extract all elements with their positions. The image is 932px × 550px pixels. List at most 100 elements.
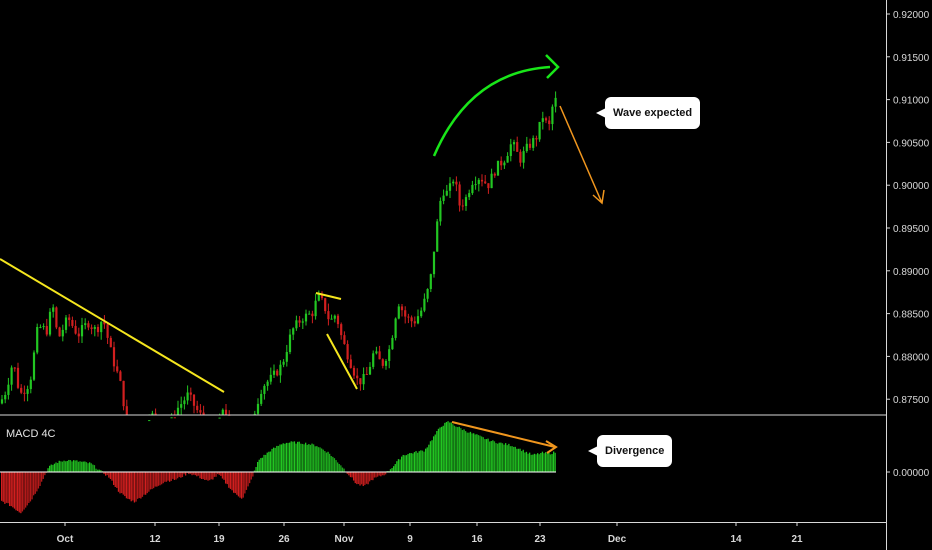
candle-body	[103, 321, 106, 325]
candle-body	[154, 413, 157, 415]
macd-bar	[25, 472, 27, 508]
macd-bar	[34, 472, 36, 494]
macd-bar	[549, 454, 552, 472]
macd-bar	[98, 469, 100, 472]
macd-bar	[535, 454, 537, 472]
candle-body	[458, 184, 461, 206]
date-tick-label: 9	[407, 534, 413, 545]
macd-bar	[61, 461, 64, 472]
macd-bar	[122, 472, 124, 495]
candle-body	[87, 323, 90, 328]
candle-body	[394, 318, 397, 338]
macd-bar	[353, 472, 355, 481]
candle-body	[71, 319, 74, 326]
candle-body	[333, 315, 336, 319]
macd-bar	[282, 443, 284, 472]
descending-trendline[interactable]	[0, 258, 225, 393]
candle-body	[541, 118, 544, 122]
flag-lower-line[interactable]	[326, 333, 358, 390]
macd-bar	[329, 453, 331, 472]
macd-bar	[381, 472, 384, 476]
macd-bar	[146, 472, 148, 494]
candle-body	[464, 197, 468, 206]
macd-bar	[183, 472, 185, 475]
macd-bar	[213, 472, 216, 477]
macd-bar	[393, 466, 395, 472]
indicator-title[interactable]: MACD 4C	[6, 428, 56, 440]
macd-bar	[407, 453, 409, 472]
macd-bar	[260, 458, 262, 472]
macd-bar	[170, 472, 172, 481]
bearish-arrow-line[interactable]	[559, 105, 603, 204]
macd-bar	[26, 472, 28, 506]
macd-bar	[426, 447, 428, 472]
macd-bar	[23, 472, 25, 510]
macd-bar	[66, 460, 68, 472]
candle-body	[263, 385, 266, 394]
macd-bar	[31, 472, 33, 500]
macd-bar	[439, 427, 441, 472]
macd-bar	[52, 464, 54, 472]
candle-body	[397, 306, 400, 319]
macd-bar	[413, 452, 416, 472]
candle-body	[74, 325, 77, 334]
candle-body	[173, 417, 176, 419]
candle-body	[544, 118, 548, 121]
candle-body	[368, 366, 372, 375]
macd-bar	[450, 422, 452, 472]
macd-bar	[97, 469, 99, 472]
candle-body	[45, 326, 48, 335]
candle-body	[148, 420, 151, 422]
macd-bar	[522, 449, 524, 472]
macd-bar	[466, 432, 468, 472]
macd-bar	[399, 459, 401, 472]
macd-bar	[172, 472, 174, 479]
candle-body	[391, 337, 394, 350]
macd-bar	[545, 452, 547, 472]
macd-bar	[293, 441, 296, 472]
candle-body	[84, 323, 87, 326]
candle-body	[378, 351, 381, 360]
candle-body	[272, 370, 276, 375]
price-tick-label: 0.88500	[893, 310, 930, 321]
macd-bar	[130, 472, 132, 502]
candle-body	[39, 326, 42, 328]
macd-bar	[340, 465, 342, 472]
macd-bar	[114, 472, 116, 487]
macd-bar	[108, 472, 110, 478]
macd-bar	[415, 451, 417, 472]
candle-body	[119, 371, 122, 381]
macd-bar	[365, 472, 368, 484]
macd-bar	[469, 431, 472, 472]
macd-bar	[316, 446, 318, 472]
macd-bar	[508, 443, 510, 472]
macd-bar	[330, 456, 332, 472]
time-axis[interactable]: Oct 12 19 26 Nov 9 16 23 Dec 14 21	[57, 522, 803, 545]
bullish-arc[interactable]	[432, 65, 551, 157]
candle-body	[468, 193, 471, 198]
macd-bar	[295, 443, 297, 472]
macd-bar	[444, 422, 446, 472]
macd-bar	[428, 444, 430, 472]
divergence-line[interactable]	[451, 421, 556, 448]
macd-bar	[197, 472, 200, 476]
price-axis[interactable]: 0.92000 0.91500 0.91000 0.90500 0.90000 0.895…	[886, 10, 930, 406]
macd-bar	[10, 472, 12, 507]
divergence-callout[interactable]: Divergence	[587, 435, 673, 467]
date-tick-label: Oct	[57, 534, 74, 545]
candle-body	[218, 417, 221, 419]
candle-body	[548, 120, 551, 125]
candle-body	[512, 142, 516, 145]
macd-bar	[322, 449, 324, 472]
macd-bar	[157, 472, 160, 486]
wave-expected-callout[interactable]: Wave expected	[595, 97, 701, 129]
macd-bar	[303, 444, 305, 472]
macd-bar	[217, 472, 219, 475]
macd-bar	[250, 472, 252, 480]
macd-bar	[20, 472, 22, 514]
macd-bar	[87, 463, 89, 472]
macd-bar	[185, 472, 187, 476]
macd-bar	[409, 453, 411, 472]
flag-pattern-lines[interactable]	[315, 292, 342, 300]
